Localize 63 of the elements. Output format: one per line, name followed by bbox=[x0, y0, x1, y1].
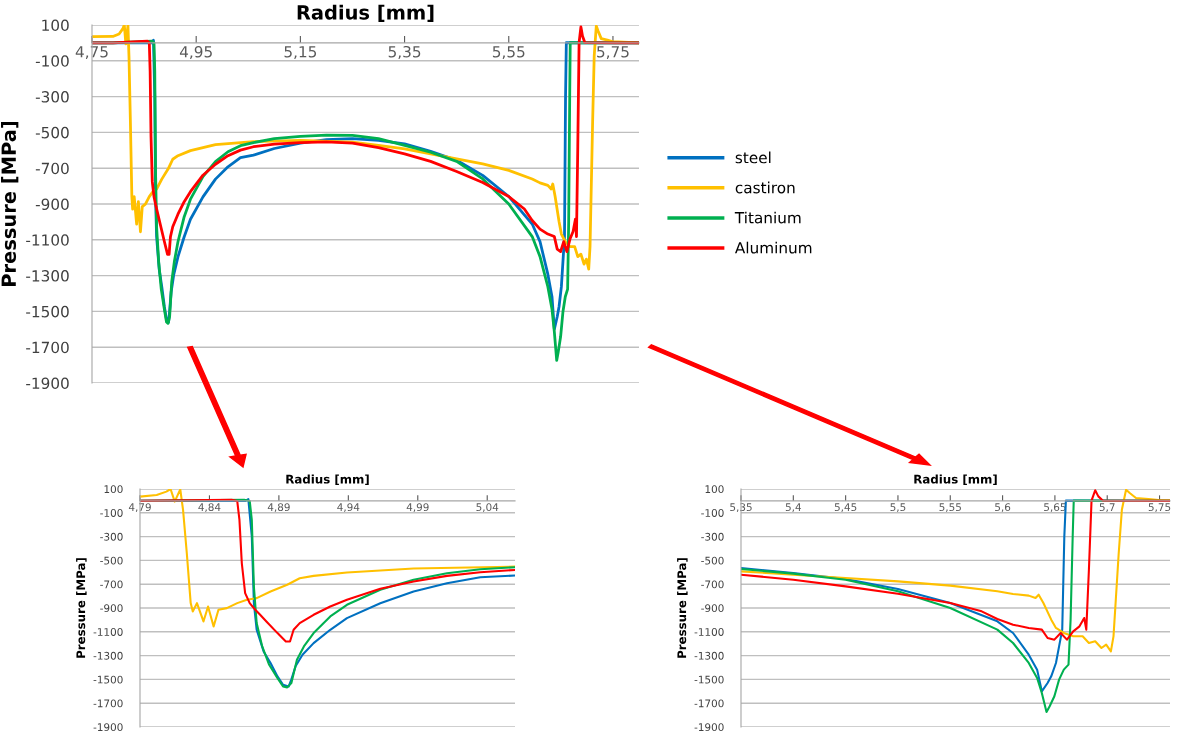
legend-label: Titanium bbox=[734, 211, 801, 224]
y-tick-label: -100 bbox=[100, 509, 123, 517]
y-tick-label: -300 bbox=[701, 532, 724, 541]
y-tick-label: -1500 bbox=[26, 305, 69, 318]
y-tick-label: -100 bbox=[701, 509, 724, 517]
y-tick-label: -700 bbox=[35, 162, 69, 175]
y-tick-label: -1100 bbox=[93, 628, 123, 636]
y-tick-label: -1100 bbox=[694, 628, 724, 636]
x-tick-label: 5,75 bbox=[597, 46, 629, 60]
y-axis-title: Pressure [MPa] bbox=[677, 558, 688, 658]
x-tick-label: 5,7 bbox=[1099, 503, 1115, 513]
legend-label: Aluminum bbox=[734, 241, 812, 254]
y-tick-label: -100 bbox=[35, 55, 69, 67]
x-tick-label: 5,6 bbox=[995, 503, 1011, 513]
x-tick-label: 5,35 bbox=[730, 503, 752, 513]
y-tick-label: 100 bbox=[42, 19, 69, 32]
x-tick-label: 4,79 bbox=[128, 503, 151, 513]
x-axis-title: Radius [mm] bbox=[914, 474, 997, 485]
y-tick-label: -500 bbox=[35, 126, 69, 139]
x-tick-label: 5,4 bbox=[785, 503, 802, 513]
y-tick-label: -300 bbox=[35, 91, 69, 103]
y-tick-label: -700 bbox=[100, 580, 123, 589]
y-tick-label: 100 bbox=[705, 485, 724, 494]
x-tick-label: 4,89 bbox=[267, 503, 290, 513]
y-tick-label: -700 bbox=[701, 580, 724, 589]
y-tick-label: -1300 bbox=[93, 651, 123, 660]
x-tick-label: 5,15 bbox=[284, 46, 317, 60]
x-tick-label: 4,99 bbox=[406, 503, 429, 513]
x-axis-title: Radius [mm] bbox=[297, 4, 434, 23]
x-tick-label: 5,55 bbox=[939, 503, 961, 513]
y-tick-label: -1500 bbox=[694, 675, 724, 684]
y-tick-label: -1900 bbox=[26, 377, 69, 390]
y-tick-label: -1700 bbox=[694, 699, 724, 708]
x-tick-label: 5,5 bbox=[890, 503, 906, 513]
x-tick-label: 4,75 bbox=[75, 46, 108, 60]
y-tick-label: -1100 bbox=[26, 234, 69, 246]
legend-label: steel bbox=[735, 151, 771, 164]
y-axis-title: Pressure [MPa] bbox=[76, 558, 87, 658]
y-axis-title: Pressure [MPa] bbox=[1, 121, 19, 286]
y-tick-label: -500 bbox=[100, 556, 123, 565]
x-tick-label: 5,55 bbox=[492, 46, 525, 60]
y-tick-label: -1700 bbox=[93, 699, 123, 708]
x-tick-label: 5,45 bbox=[834, 503, 857, 513]
y-tick-label: -900 bbox=[35, 198, 69, 211]
y-tick-label: -1900 bbox=[93, 723, 123, 732]
y-tick-label: -900 bbox=[100, 604, 123, 613]
y-tick-label: -1300 bbox=[26, 270, 69, 282]
y-tick-label: -1500 bbox=[93, 675, 123, 684]
y-tick-label: -900 bbox=[701, 604, 724, 613]
y-tick-label: -1300 bbox=[694, 651, 724, 660]
x-tick-label: 5,75 bbox=[1148, 503, 1171, 513]
y-tick-label: -500 bbox=[701, 556, 724, 565]
x-tick-label: 4,84 bbox=[198, 503, 221, 513]
y-tick-label: -1700 bbox=[26, 341, 69, 354]
y-tick-label: -300 bbox=[100, 532, 123, 541]
x-tick-label: 4,95 bbox=[179, 45, 212, 60]
y-tick-label: 100 bbox=[104, 485, 123, 494]
y-tick-label: -1900 bbox=[694, 723, 724, 732]
x-axis-title: Radius [mm] bbox=[286, 474, 369, 485]
legend-label: castiron bbox=[735, 181, 795, 194]
x-tick-label: 4,94 bbox=[337, 503, 360, 513]
x-tick-label: 5,35 bbox=[388, 45, 421, 60]
x-tick-label: 5,04 bbox=[476, 503, 499, 513]
